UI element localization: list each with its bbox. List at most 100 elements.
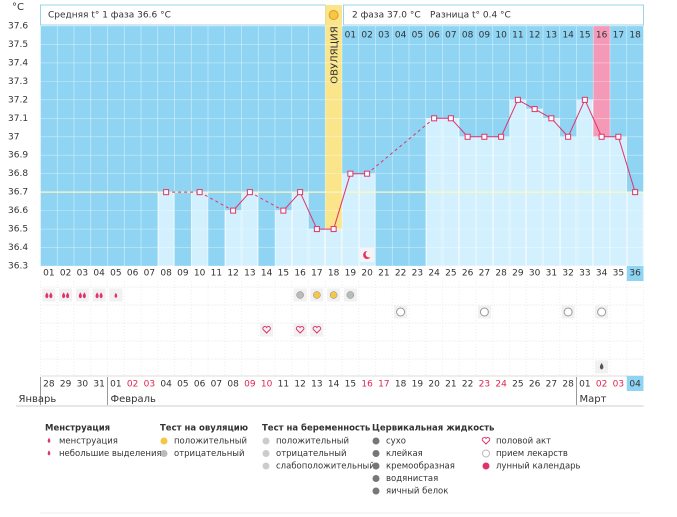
phase2-day: 04 [395, 31, 407, 41]
month-label: Март [580, 394, 607, 405]
point [347, 170, 354, 177]
heart-icon [312, 326, 322, 334]
ovulation-label: ОВУЛЯЦИЯ [330, 26, 341, 84]
date: 31 [93, 380, 104, 390]
phase2-day: 14 [562, 31, 574, 41]
x-tick-label: 36 [629, 269, 641, 279]
drop-icon [95, 292, 99, 299]
date: 04 [160, 380, 172, 390]
point [464, 133, 471, 140]
y-tick-label: 37.5 [8, 40, 28, 50]
line-segment [617, 136, 636, 193]
x-tick-label: 15 [278, 269, 289, 279]
x-tick-label: 12 [227, 269, 238, 279]
legend-item: лунный календарь [496, 462, 581, 472]
date: 02 [596, 380, 607, 390]
date: 22 [462, 380, 473, 390]
date: 08 [227, 380, 239, 390]
phase2-day: 10 [495, 31, 507, 41]
y-tick-label: 36.7 [8, 188, 28, 198]
line-segment [333, 173, 351, 230]
date: 07 [211, 380, 222, 390]
drop-icon [62, 292, 66, 299]
test-icon [597, 307, 607, 317]
line-segment [283, 191, 301, 211]
date: 09 [244, 380, 256, 390]
legend-item: прием лекарств [496, 449, 568, 459]
test-icon [396, 307, 406, 317]
date: 28 [43, 380, 55, 390]
x-tick-label: 04 [93, 269, 105, 279]
legend-item: кремообразная [386, 462, 455, 472]
legend-icon [372, 487, 380, 495]
bar [476, 136, 493, 267]
y-tick-label: 36.5 [8, 225, 28, 235]
x-tick-label: 26 [462, 269, 474, 279]
y-tick-label: 36.3 [8, 262, 28, 272]
date: 26 [529, 380, 541, 390]
phase2-day: 16 [596, 31, 608, 41]
x-tick-label: 33 [579, 269, 590, 279]
point [297, 189, 304, 196]
x-tick-label: 08 [160, 269, 172, 279]
line-segment [450, 117, 468, 138]
bar [560, 136, 577, 267]
phase2-day: 12 [529, 31, 540, 41]
heart-icon [295, 326, 305, 334]
legend-icon [481, 437, 491, 445]
ovulation-test-icon [296, 291, 304, 299]
point [196, 189, 203, 196]
legend-item: небольшие выделения [59, 449, 162, 459]
legend-icon [482, 449, 490, 458]
point [163, 189, 170, 196]
y-tick-label: 37.4 [8, 58, 28, 68]
phase2-day: 17 [613, 31, 624, 41]
point [431, 115, 438, 122]
y-tick-label: 37.3 [8, 77, 28, 87]
date: 10 [261, 380, 273, 390]
bar [342, 173, 359, 267]
legend-title: Тест на беременность [262, 423, 370, 434]
point [548, 115, 555, 122]
date: 23 [479, 380, 490, 390]
bar [459, 136, 476, 267]
phase2-day: 11 [512, 31, 523, 41]
legend-item: слабоположительный [276, 462, 375, 472]
legend-item: отрицательный [174, 449, 244, 459]
point [364, 170, 371, 177]
y-tick-label: 36.6 [8, 206, 28, 216]
y-tick-label: 36.9 [8, 151, 28, 161]
x-tick-label: 32 [562, 269, 573, 279]
legend-icon [372, 462, 380, 470]
phase2-day: 06 [428, 31, 440, 41]
current-day-box [626, 266, 644, 281]
x-tick-label: 09 [177, 269, 189, 279]
point [581, 96, 588, 103]
month-label: Февраль [111, 394, 157, 405]
date: 06 [194, 380, 206, 390]
heart-icon [262, 326, 271, 334]
legend-icon [262, 450, 270, 457]
date: 11 [278, 380, 289, 390]
legend-icon [372, 450, 380, 457]
date: 21 [445, 380, 456, 390]
point [615, 133, 622, 140]
legend-item: клейкая [386, 449, 423, 459]
line-segment [584, 99, 603, 137]
x-tick-label: 30 [529, 269, 541, 279]
icon-bg [293, 323, 307, 337]
date: 03 [613, 380, 624, 390]
x-tick-label: 01 [43, 269, 54, 279]
y-tick-label: 36.8 [8, 169, 28, 179]
drop-icon [66, 292, 70, 299]
x-tick-label: 03 [77, 269, 88, 279]
date: 01 [579, 380, 590, 390]
bar [493, 136, 510, 267]
x-tick-label: 18 [328, 269, 340, 279]
header-right-box [343, 4, 644, 26]
date: 24 [495, 380, 507, 390]
y-tick-label: 37.1 [8, 114, 28, 124]
y-tick-label: 37.6 [8, 22, 28, 32]
legend-icon [262, 437, 270, 445]
legend-item: менструация [59, 437, 118, 447]
